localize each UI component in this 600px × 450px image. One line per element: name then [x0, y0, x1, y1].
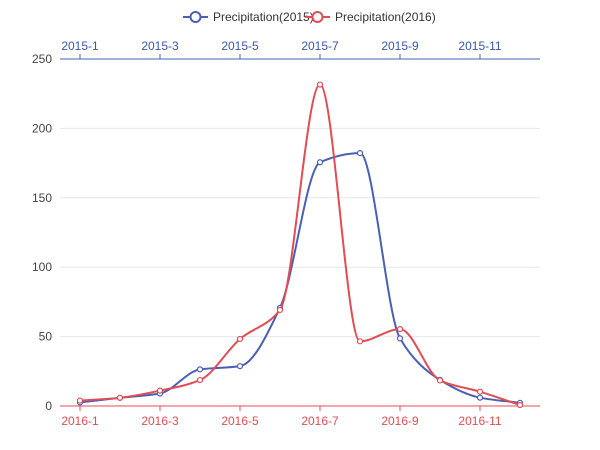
top-x-tick-label: 2015-1 [61, 39, 99, 53]
data-point [436, 377, 444, 384]
legend-marker [311, 11, 324, 23]
legend-label: Precipitation(2016) [335, 10, 436, 24]
bottom-x-tick-label: 2016-7 [301, 414, 339, 428]
top-x-tick-label: 2015-3 [141, 39, 179, 53]
series-line [79, 83, 521, 406]
data-point [276, 306, 284, 314]
data-point [356, 338, 364, 345]
y-tick-label: 200 [32, 121, 52, 135]
y-tick-label: 250 [32, 52, 52, 66]
data-point [76, 397, 84, 404]
series-2016 [76, 81, 524, 409]
data-point [196, 366, 204, 373]
data-point [316, 159, 324, 166]
data-point [356, 150, 364, 157]
legend[interactable]: Precipitation(2015) Precipitation(2016) [183, 10, 436, 24]
grid [60, 127, 540, 338]
legend-marker [189, 11, 202, 23]
legend-item-2015[interactable]: Precipitation(2015) [183, 10, 314, 24]
data-point [156, 387, 164, 394]
data-point [516, 401, 524, 409]
top-x-tick-label: 2015-5 [221, 39, 259, 53]
bottom-x-tick-label: 2016-11 [458, 414, 501, 428]
top-x-tick-label: 2015-9 [381, 39, 419, 53]
y-tick-label: 50 [39, 330, 53, 344]
legend-label: Precipitation(2015) [213, 10, 314, 24]
bottom-x-tick-label: 2016-9 [381, 414, 419, 428]
data-point [396, 335, 404, 342]
axes [60, 54, 540, 411]
data-point [116, 394, 124, 401]
data-point [476, 388, 484, 395]
data-point [236, 363, 244, 370]
y-tick-label: 0 [45, 399, 52, 413]
bottom-x-tick-label: 2016-3 [141, 414, 179, 428]
top-x-tick-label: 2015-7 [301, 39, 339, 53]
series-layer [76, 81, 524, 409]
bottom-x-tick-label: 2016-5 [221, 414, 259, 428]
data-point [316, 81, 324, 88]
bottom-x-tick-label: 2016-1 [61, 414, 99, 428]
data-point [236, 335, 244, 343]
tick-labels: 0 50 100 150 200 250 2015-1 2016-1 2015-3 2016-3 2… [32, 39, 502, 428]
data-point [476, 394, 484, 401]
data-point [396, 326, 404, 333]
y-tick-label: 150 [32, 191, 52, 205]
top-x-tick-label: 2015-11 [458, 39, 501, 53]
legend-item-2016[interactable]: Precipitation(2016) [305, 10, 436, 24]
y-tick-label: 100 [32, 260, 52, 274]
data-point [196, 376, 204, 384]
